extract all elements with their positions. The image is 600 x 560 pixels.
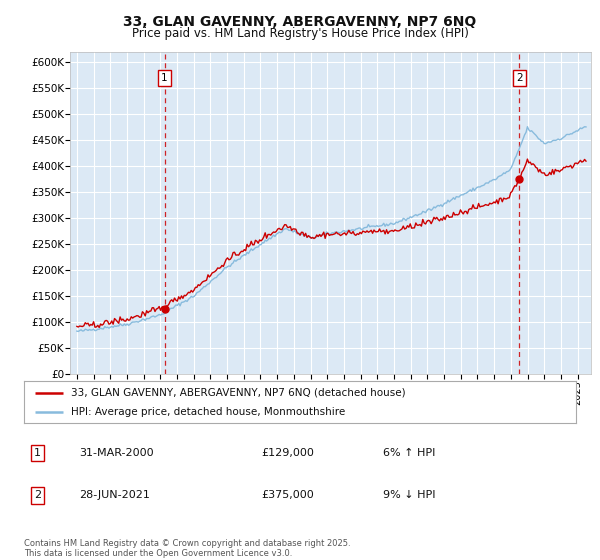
Text: 33, GLAN GAVENNY, ABERGAVENNY, NP7 6NQ (detached house): 33, GLAN GAVENNY, ABERGAVENNY, NP7 6NQ (… — [71, 388, 406, 398]
Text: HPI: Average price, detached house, Monmouthshire: HPI: Average price, detached house, Monm… — [71, 407, 345, 417]
Text: 9% ↓ HPI: 9% ↓ HPI — [383, 491, 436, 501]
Text: 1: 1 — [161, 73, 168, 83]
Text: 1: 1 — [34, 449, 41, 458]
Text: 33, GLAN GAVENNY, ABERGAVENNY, NP7 6NQ: 33, GLAN GAVENNY, ABERGAVENNY, NP7 6NQ — [124, 15, 476, 29]
Text: 6% ↑ HPI: 6% ↑ HPI — [383, 449, 435, 458]
Text: 2: 2 — [516, 73, 523, 83]
Text: 28-JUN-2021: 28-JUN-2021 — [79, 491, 150, 501]
Text: Price paid vs. HM Land Registry's House Price Index (HPI): Price paid vs. HM Land Registry's House … — [131, 27, 469, 40]
Text: 31-MAR-2000: 31-MAR-2000 — [79, 449, 154, 458]
Text: £375,000: £375,000 — [262, 491, 314, 501]
Text: Contains HM Land Registry data © Crown copyright and database right 2025.
This d: Contains HM Land Registry data © Crown c… — [24, 539, 350, 558]
Text: £129,000: £129,000 — [262, 449, 314, 458]
Text: 2: 2 — [34, 491, 41, 501]
